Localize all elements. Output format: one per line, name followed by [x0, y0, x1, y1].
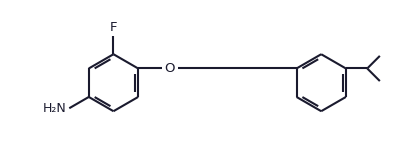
Text: O: O [164, 62, 175, 75]
Text: F: F [110, 21, 117, 34]
Text: H₂N: H₂N [43, 102, 67, 115]
